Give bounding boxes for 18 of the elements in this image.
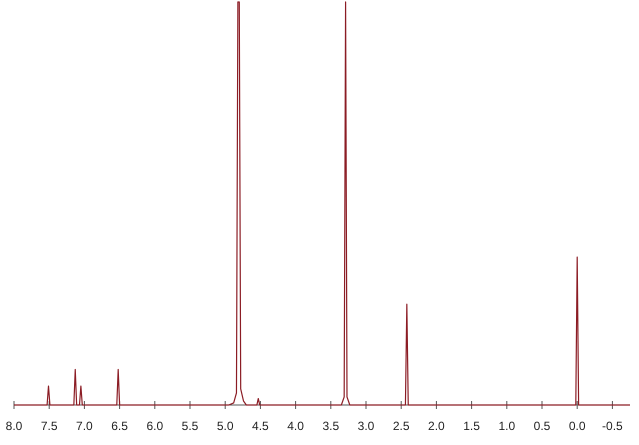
x-tick-label: 5.0 — [216, 419, 234, 433]
x-tick-label: 1.5 — [463, 419, 480, 433]
x-tick-label: 7.0 — [76, 419, 94, 433]
x-tick-label: 6.5 — [111, 419, 128, 433]
x-tick-label: 5.5 — [182, 419, 199, 433]
x-tick-label: 2.5 — [392, 419, 410, 433]
x-tick-label: 0.5 — [534, 419, 551, 433]
x-tick-label: -0.5 — [602, 419, 624, 433]
x-tick-label: 4.0 — [287, 419, 304, 433]
x-tick-label: 1.0 — [498, 419, 516, 433]
x-tick-label: 4.5 — [252, 419, 270, 433]
x-tick-label: 2.0 — [428, 419, 446, 433]
x-tick-label: 8.0 — [6, 419, 23, 433]
x-tick-label: 7.5 — [40, 419, 58, 433]
x-tick-label: 6.0 — [146, 419, 164, 433]
x-tick-label: 0.0 — [568, 419, 586, 433]
x-tick-label: 3.0 — [358, 419, 375, 433]
x-tick-label: 3.5 — [322, 419, 340, 433]
